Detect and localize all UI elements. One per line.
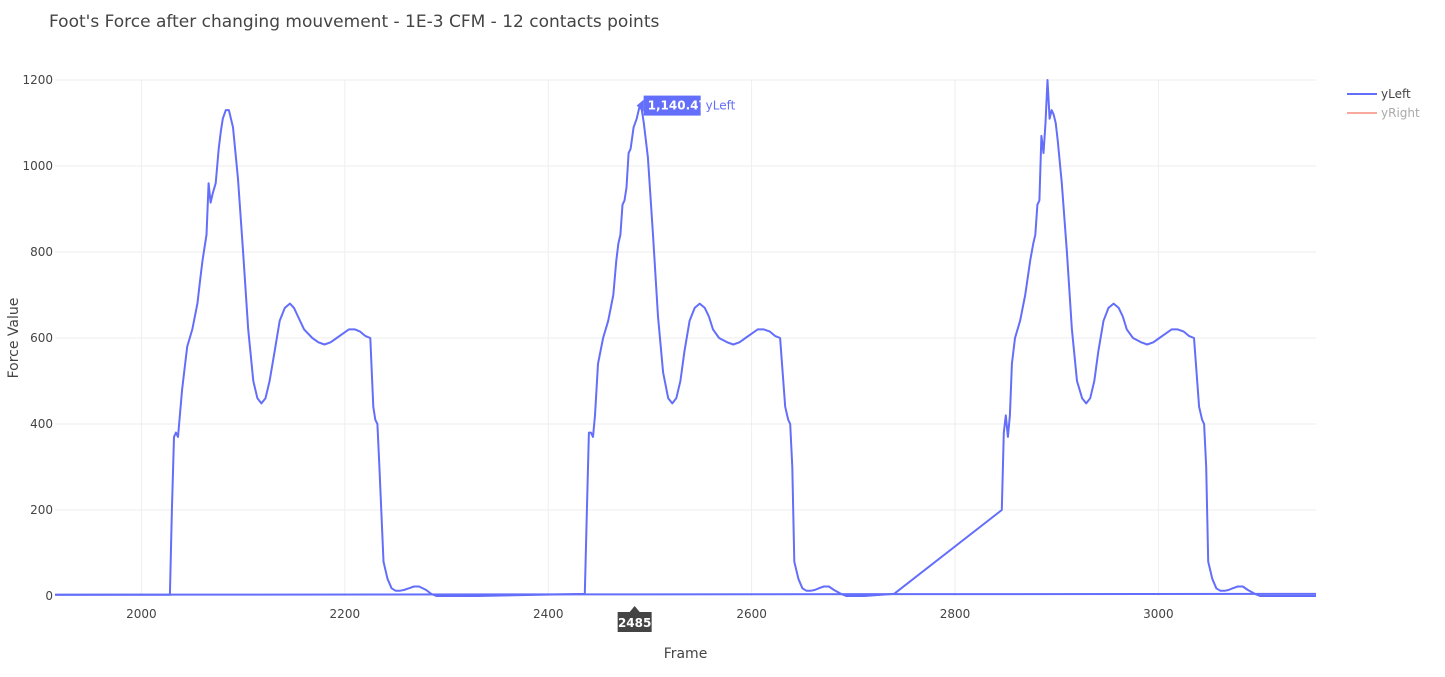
hover-value: 1,140.47 [648, 99, 707, 113]
y-tick-label: 200 [30, 503, 53, 517]
y-tick-label: 400 [30, 417, 53, 431]
y-axis-title: Force Value [6, 298, 22, 379]
hover-pointer [636, 99, 644, 112]
x-hover-label-pointer [629, 606, 640, 612]
y-tick-label: 0 [45, 589, 53, 603]
legend[interactable]: yLeft yRight [1347, 87, 1420, 120]
x-axis-title: Frame [664, 646, 708, 662]
x-tick-label: 2000 [126, 607, 157, 621]
x-tick-label: 2400 [533, 607, 564, 621]
x-hover-label: 2485 [618, 616, 651, 630]
x-tick-label: 2200 [330, 607, 361, 621]
hover-value-box [643, 95, 701, 116]
x-tick-label: 2600 [736, 607, 767, 621]
axis-ticks: 2000 2200 2400 2600 2800 3000 0 200 400 600 800 100… [22, 73, 1173, 621]
legend-label: yLeft [1381, 87, 1411, 101]
legend-label: yRight [1381, 106, 1420, 120]
series-line-yleft[interactable] [55, 79, 1316, 597]
y-tick-label: 1200 [22, 73, 53, 87]
y-tick-label: 600 [30, 331, 53, 345]
x-tick-label: 3000 [1143, 607, 1174, 621]
legend-item-yleft[interactable]: yLeft [1347, 87, 1411, 101]
plot-area[interactable] [54, 79, 1317, 597]
y-tick-label: 1000 [22, 159, 53, 173]
x-tick-label: 2800 [940, 607, 971, 621]
series-line-baseline[interactable] [54, 592, 1317, 596]
chart-title: Foot's Force after changing mouvement - … [49, 12, 660, 32]
legend-item-yright[interactable]: yRight [1347, 106, 1420, 120]
gridlines [55, 79, 1316, 596]
y-tick-label: 800 [30, 245, 53, 259]
x-hover-label-box [617, 612, 652, 632]
hover-series-name: yLeft [706, 99, 736, 113]
